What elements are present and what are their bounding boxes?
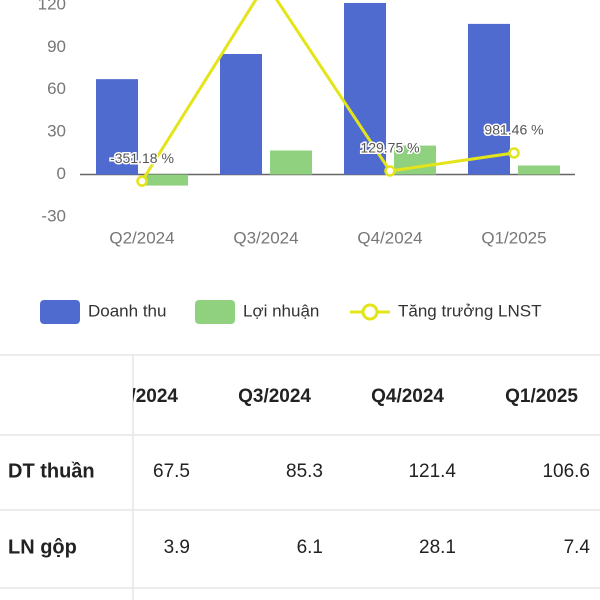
legend-swatch: [40, 300, 80, 324]
cell: 7.4: [564, 537, 591, 558]
y-tick-label: 0: [57, 164, 66, 183]
legend-swatch: [361, 303, 379, 321]
line-point: [136, 175, 148, 187]
cell: 67.5: [153, 461, 190, 482]
data-label: -351.18 %: [110, 150, 174, 166]
y-tick-label: 120: [38, 0, 66, 13]
cell: 106.6: [542, 461, 590, 482]
legend-label: Lợi nhuận: [243, 301, 319, 320]
legend-swatch: [195, 300, 235, 324]
data-label: 981.46 %: [484, 122, 543, 138]
line: [140, 0, 515, 182]
x-tick-label: Q1/2025: [481, 228, 546, 247]
y-tick-label: -30: [41, 206, 66, 225]
y-tick-label: 90: [47, 37, 66, 56]
y-tick-label: 30: [47, 122, 66, 141]
bar: [468, 23, 510, 175]
column-header: Q2/2024: [105, 386, 178, 407]
bar: [270, 150, 312, 175]
data-label: 129.75 %: [360, 140, 419, 156]
bar: [344, 2, 386, 175]
row-label: LN gộp: [8, 536, 77, 558]
line-point: [508, 147, 520, 159]
row-label: DT thuần: [8, 460, 95, 482]
scroll-area: Q2/2024 Q3/2024 Q4/2024 Q1/2025 67.5 85.3 121.…: [105, 386, 591, 558]
x-tick-label: Q4/2024: [357, 228, 422, 247]
bar: [96, 79, 138, 175]
cell: 3.9: [164, 537, 190, 558]
bar: [518, 165, 560, 175]
legend-label: Tăng trưởng LNST: [398, 301, 541, 320]
line-point: [384, 165, 396, 177]
x-tick-label: Q3/2024: [233, 228, 298, 247]
column-header: Q4/2024: [371, 386, 444, 407]
column-header: Q1/2025: [505, 386, 578, 407]
x-tick-label: Q2/2024: [109, 228, 174, 247]
column-header: Q3/2024: [238, 386, 311, 407]
cell: 28.1: [419, 537, 456, 558]
legend-label: Doanh thu: [88, 301, 166, 320]
bar: [220, 53, 262, 175]
cell: 121.4: [408, 461, 456, 482]
cell: 85.3: [286, 461, 323, 482]
bar: [146, 174, 188, 186]
cell: 6.1: [297, 537, 323, 558]
y-tick-label: 60: [47, 79, 66, 98]
